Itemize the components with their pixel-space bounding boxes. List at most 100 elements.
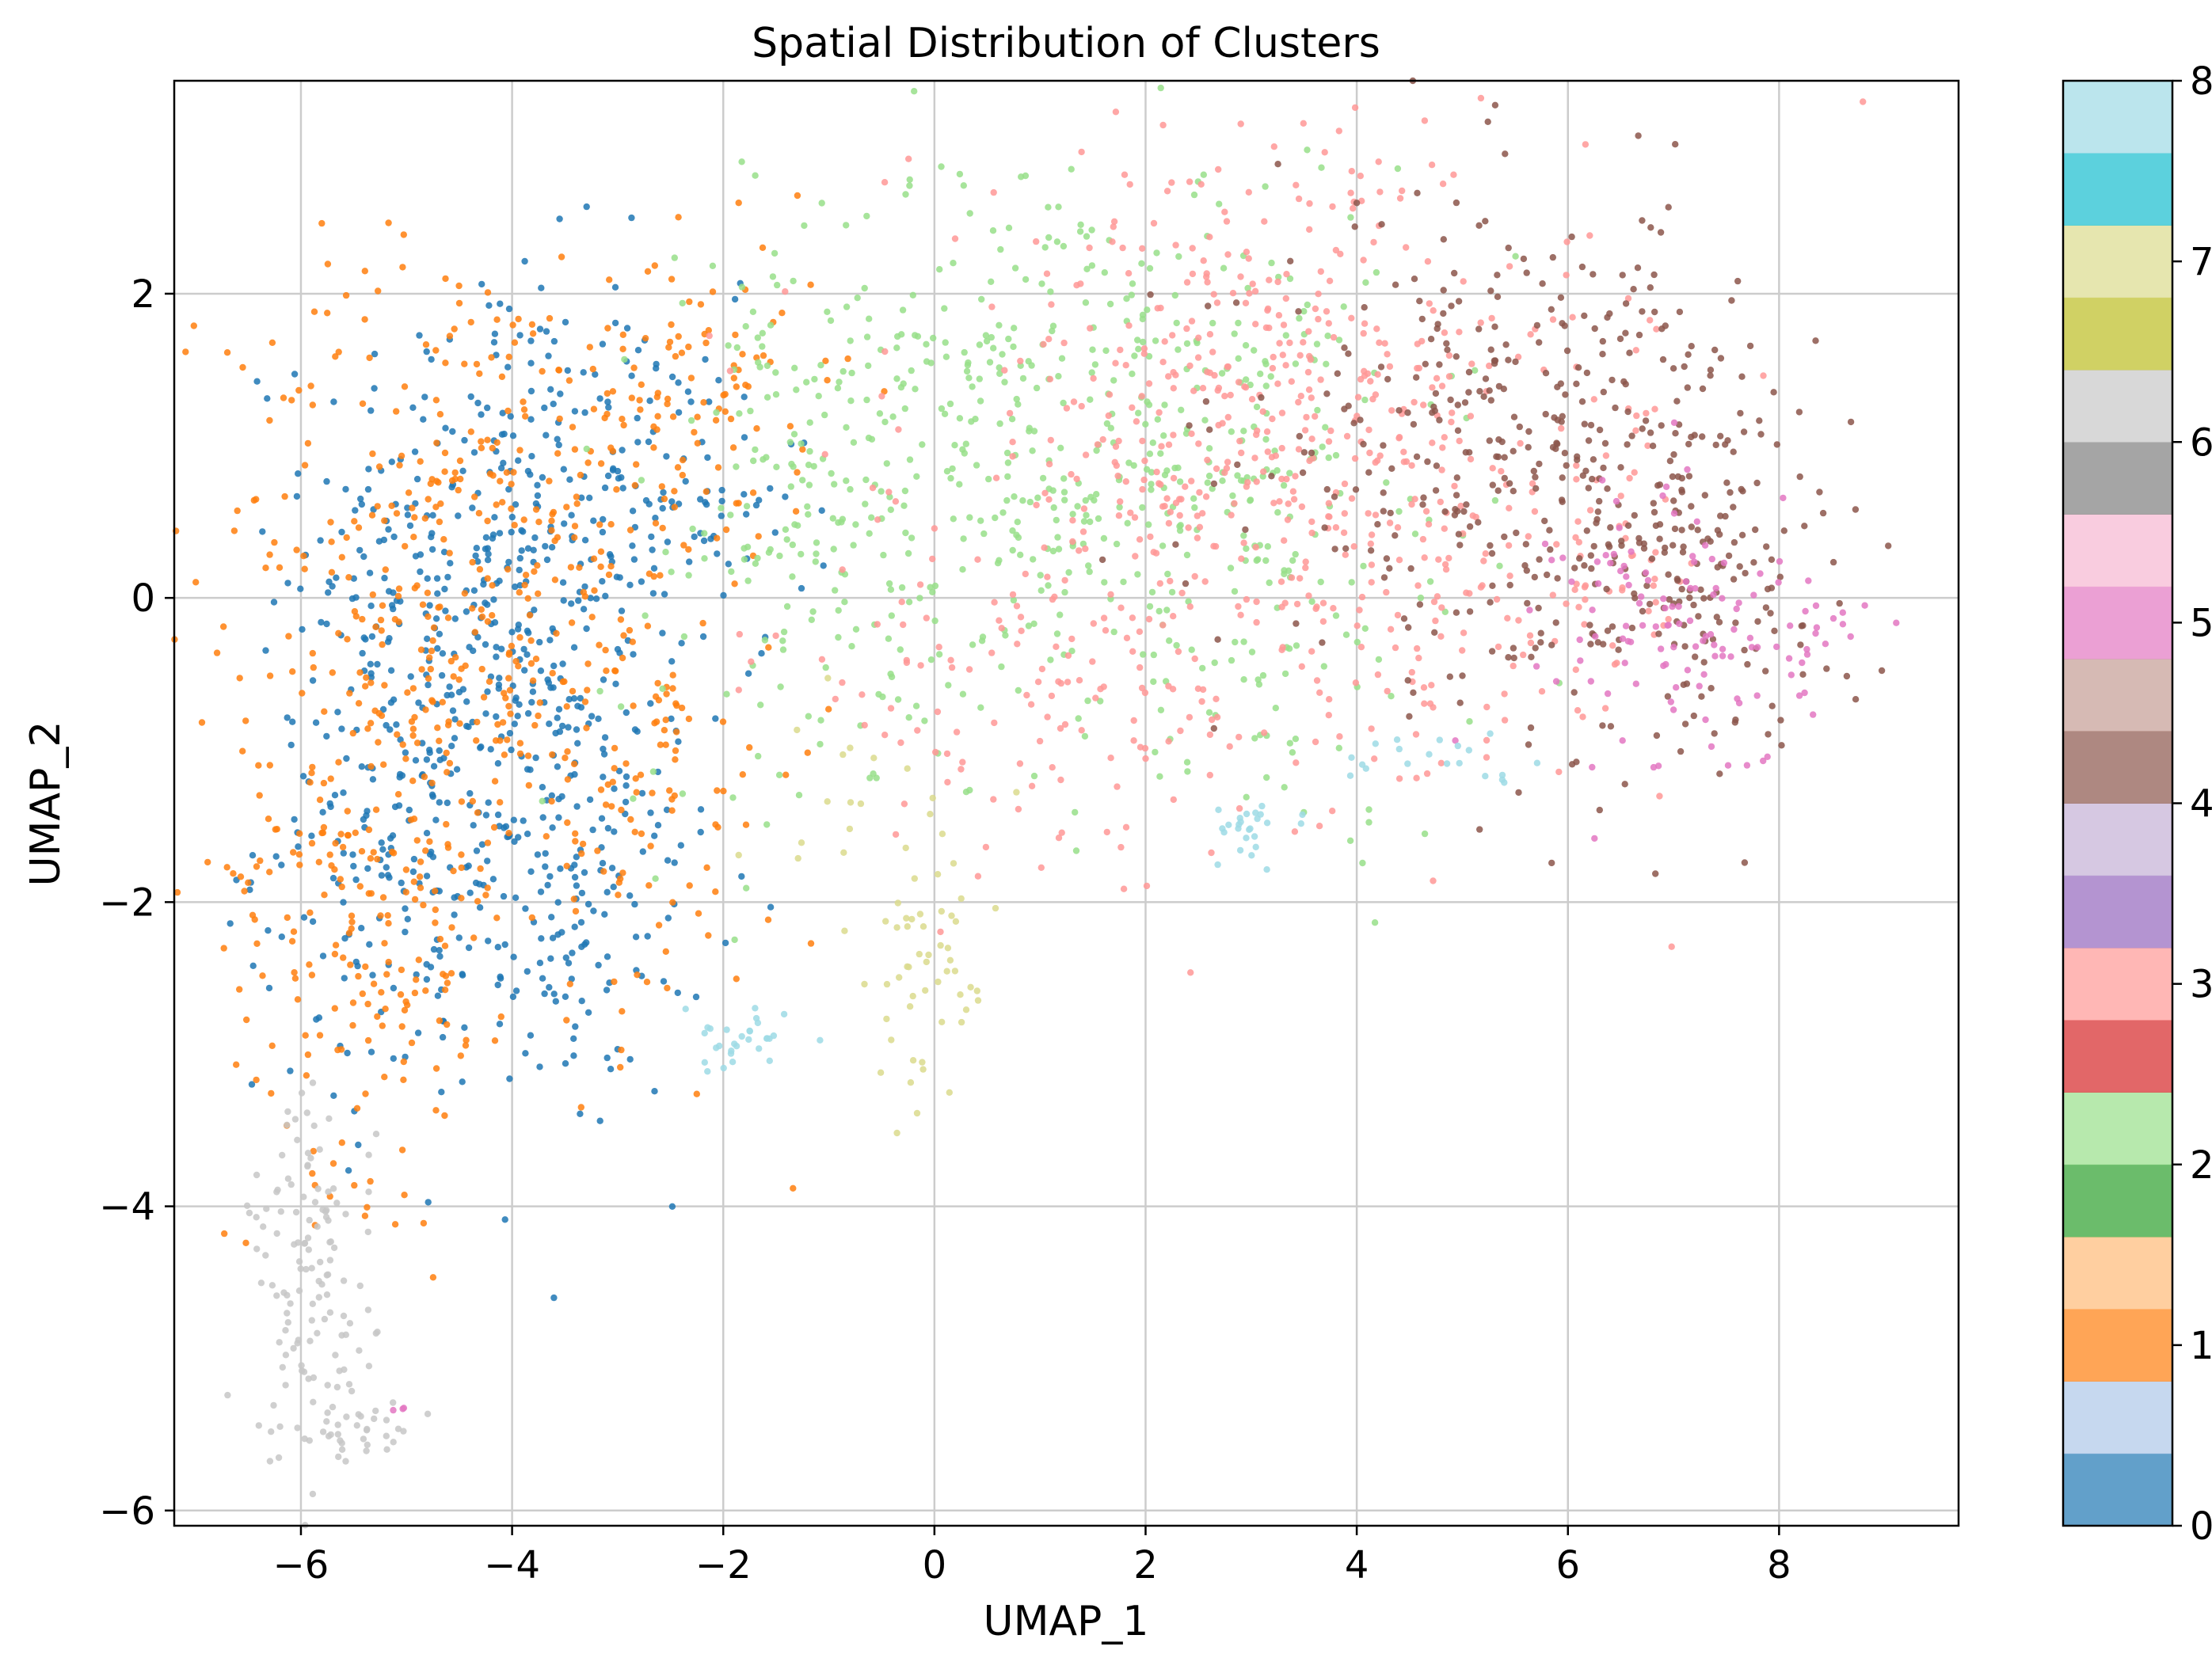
scatter-point-cluster-2 [894, 696, 902, 703]
scatter-point-cluster-1 [234, 507, 241, 515]
scatter-point-cluster-2 [901, 487, 909, 495]
scatter-point-cluster-4 [1606, 310, 1613, 317]
scatter-point-cluster-1 [230, 527, 238, 534]
scatter-point-cluster-0 [542, 542, 549, 550]
scatter-point-cluster-3 [1044, 713, 1051, 721]
scatter-point-cluster-3 [1006, 409, 1014, 417]
scatter-point-cluster-0 [562, 1060, 569, 1067]
scatter-point-cluster-3 [1017, 357, 1024, 365]
scatter-point-cluster-3 [1650, 582, 1657, 589]
scatter-point-cluster-1 [432, 888, 439, 895]
scatter-point-cluster-0 [536, 325, 544, 333]
scatter-point-cluster-1 [485, 678, 493, 685]
scatter-point-cluster-1 [675, 214, 682, 221]
scatter-point-cluster-0 [818, 507, 825, 514]
scatter-point-cluster-3 [1430, 704, 1437, 711]
scatter-point-cluster-4 [1885, 542, 1892, 549]
scatter-point-cluster-2 [1362, 279, 1369, 286]
scatter-point-cluster-2 [817, 362, 824, 369]
scatter-point-cluster-0 [648, 533, 655, 541]
scatter-point-cluster-0 [512, 501, 520, 508]
scatter-point-cluster-4 [1599, 351, 1606, 358]
scatter-point-cluster-4 [1707, 367, 1715, 374]
scatter-point-cluster-3 [1423, 770, 1431, 778]
scatter-point-cluster-2 [782, 526, 790, 533]
scatter-point-cluster-3 [1033, 501, 1040, 509]
scatter-point-cluster-1 [619, 654, 626, 662]
scatter-point-cluster-0 [650, 565, 658, 572]
scatter-point-cluster-1 [425, 496, 432, 503]
scatter-point-cluster-1 [395, 585, 403, 592]
scatter-point-cluster-3 [943, 750, 951, 758]
scatter-point-cluster-2 [1135, 409, 1142, 416]
scatter-point-cluster-6 [333, 1200, 341, 1207]
scatter-point-cluster-0 [497, 973, 504, 980]
scatter-point-cluster-1 [509, 321, 516, 329]
scatter-point-cluster-3 [1306, 226, 1313, 233]
scatter-point-cluster-4 [1533, 321, 1541, 329]
scatter-point-cluster-6 [316, 1146, 323, 1154]
scatter-point-cluster-1 [484, 839, 492, 846]
scatter-point-cluster-2 [1060, 399, 1067, 407]
scatter-point-cluster-3 [982, 843, 990, 851]
scatter-point-cluster-5 [1665, 622, 1672, 629]
scatter-point-cluster-2 [754, 334, 761, 341]
scatter-point-cluster-4 [1524, 599, 1531, 607]
scatter-point-cluster-1 [328, 538, 335, 546]
scatter-point-cluster-1 [338, 1139, 345, 1146]
scatter-point-cluster-2 [941, 410, 949, 417]
scatter-point-cluster-3 [1370, 238, 1377, 246]
scatter-point-cluster-7 [841, 927, 848, 934]
scatter-point-cluster-1 [364, 1036, 372, 1044]
scatter-point-cluster-4 [1571, 565, 1578, 572]
scatter-point-cluster-5 [1659, 492, 1666, 500]
scatter-point-cluster-4 [1583, 369, 1591, 377]
scatter-point-cluster-3 [1139, 437, 1146, 445]
scatter-point-cluster-1 [760, 352, 767, 359]
scatter-point-cluster-0 [611, 785, 618, 793]
scatter-point-cluster-2 [733, 463, 740, 470]
scatter-point-cluster-3 [1501, 717, 1509, 724]
scatter-point-cluster-0 [565, 696, 573, 703]
scatter-point-cluster-2 [1188, 646, 1195, 653]
scatter-point-cluster-4 [1432, 390, 1440, 397]
scatter-point-cluster-3 [1356, 606, 1363, 614]
scatter-point-cluster-2 [893, 375, 900, 382]
scatter-point-cluster-3 [1422, 508, 1430, 515]
scatter-point-cluster-1 [259, 972, 266, 979]
scatter-point-cluster-1 [499, 719, 507, 726]
scatter-point-cluster-3 [1291, 828, 1299, 835]
scatter-point-cluster-0 [649, 546, 656, 553]
scatter-point-cluster-0 [600, 745, 607, 753]
scatter-point-cluster-6 [365, 1188, 372, 1196]
scatter-point-cluster-5 [1753, 644, 1761, 651]
scatter-point-cluster-0 [580, 369, 587, 376]
scatter-point-cluster-0 [548, 792, 555, 799]
scatter-point-cluster-1 [615, 892, 622, 899]
scatter-point-cluster-1 [720, 787, 727, 795]
scatter-point-cluster-2 [789, 573, 796, 580]
scatter-point-cluster-1 [705, 932, 712, 939]
scatter-point-cluster-2 [817, 740, 824, 748]
scatter-point-cluster-3 [1418, 337, 1426, 345]
scatter-point-cluster-1 [410, 534, 417, 541]
scatter-point-cluster-0 [334, 709, 341, 716]
scatter-point-cluster-1 [242, 717, 249, 724]
scatter-point-cluster-4 [1639, 607, 1647, 615]
scatter-point-cluster-1 [444, 841, 451, 848]
scatter-point-cluster-3 [1276, 340, 1283, 347]
scatter-point-cluster-1 [268, 1042, 276, 1050]
scatter-point-cluster-3 [1467, 413, 1475, 420]
scatter-point-cluster-3 [1439, 444, 1446, 451]
scatter-point-cluster-2 [863, 333, 871, 340]
scatter-point-cluster-1 [714, 534, 721, 542]
scatter-point-cluster-1 [321, 892, 328, 899]
scatter-point-cluster-3 [706, 332, 713, 340]
scatter-point-cluster-3 [1049, 764, 1056, 771]
scatter-point-cluster-1 [367, 720, 375, 727]
scatter-point-cluster-1 [678, 349, 686, 356]
scatter-point-cluster-0 [270, 599, 278, 606]
scatter-point-cluster-7 [943, 968, 950, 975]
scatter-point-cluster-2 [1168, 588, 1176, 596]
scatter-point-cluster-6 [353, 1422, 360, 1429]
